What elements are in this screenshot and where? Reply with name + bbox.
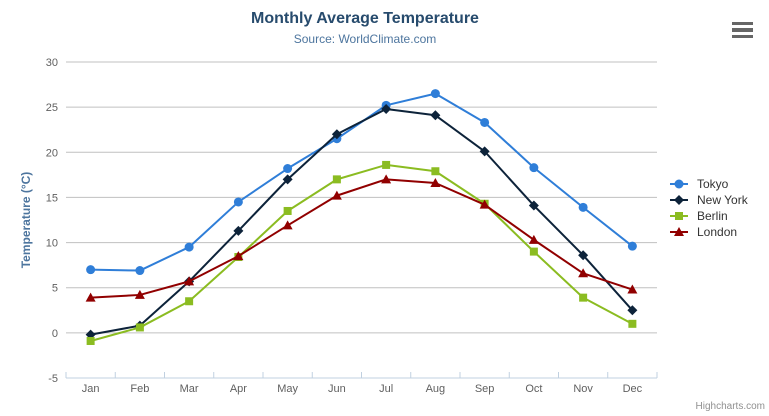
y-axis-label: 0: [52, 328, 58, 340]
point-london[interactable]: [578, 268, 589, 278]
x-axis-label: Jun: [328, 383, 346, 395]
point-tokyo[interactable]: [578, 202, 588, 212]
y-axis-title: Temperature (°C): [19, 172, 33, 269]
point-tokyo[interactable]: [86, 265, 96, 275]
legend-item-london[interactable]: London: [670, 224, 748, 239]
x-axis-label: Apr: [230, 383, 247, 395]
point-tokyo[interactable]: [283, 164, 293, 174]
point-tokyo[interactable]: [184, 242, 194, 252]
highcharts-credit[interactable]: Highcharts.com: [695, 401, 765, 412]
chart-subtitle: Source: WorldClimate.com: [293, 32, 437, 46]
point-tokyo[interactable]: [233, 197, 243, 207]
point-berlin[interactable]: [529, 247, 538, 256]
x-axis-label: May: [277, 383, 298, 395]
diamond-marker-icon: [670, 194, 688, 205]
x-axis-label: Sep: [475, 383, 495, 395]
y-axis-label: 25: [46, 102, 58, 114]
point-berlin[interactable]: [382, 160, 391, 169]
point-berlin[interactable]: [135, 323, 144, 332]
legend-label: Berlin: [697, 208, 728, 223]
point-new-york[interactable]: [578, 250, 589, 261]
point-tokyo[interactable]: [430, 89, 440, 99]
x-axis-label: Oct: [525, 383, 542, 395]
point-tokyo[interactable]: [480, 117, 490, 127]
x-axis-label: Mar: [180, 383, 199, 395]
legend-label: Tokyo: [697, 176, 729, 191]
y-axis-label: 20: [46, 147, 58, 159]
point-berlin[interactable]: [185, 297, 194, 306]
point-london[interactable]: [184, 276, 195, 286]
triangle-marker-icon: [670, 226, 688, 236]
legend-marker: [674, 179, 684, 188]
legend-label: London: [697, 224, 738, 239]
circle-marker-icon: [670, 179, 688, 188]
x-axis-label: Jul: [379, 383, 393, 395]
point-berlin[interactable]: [431, 167, 440, 176]
point-london[interactable]: [479, 199, 490, 209]
point-new-york[interactable]: [528, 200, 539, 211]
series-line-berlin: [89, 163, 634, 342]
legend-marker: [674, 226, 684, 236]
point-new-york[interactable]: [479, 146, 490, 157]
point-new-york[interactable]: [430, 110, 441, 121]
legend-item-tokyo[interactable]: Tokyo: [670, 176, 748, 191]
legend: Tokyo New York Berlin London: [670, 176, 748, 239]
point-new-york[interactable]: [233, 225, 244, 236]
x-axis-label: Nov: [573, 383, 593, 395]
menu-bar: [732, 28, 753, 32]
point-new-york[interactable]: [282, 174, 293, 185]
x-axis-label: Feb: [130, 383, 149, 395]
hamburger-icon[interactable]: [730, 19, 756, 41]
point-london[interactable]: [627, 284, 638, 294]
point-new-york[interactable]: [627, 305, 638, 316]
point-berlin[interactable]: [283, 206, 292, 215]
y-axis-label: 5: [52, 283, 58, 295]
legend-item-berlin[interactable]: Berlin: [670, 208, 748, 223]
point-london[interactable]: [430, 177, 441, 187]
point-new-york[interactable]: [381, 103, 392, 114]
y-axis-label: 15: [46, 192, 58, 204]
series-line-london: [89, 178, 634, 299]
point-london[interactable]: [331, 190, 342, 200]
legend-marker: [675, 211, 683, 220]
legend-label: New York: [697, 192, 748, 207]
legend-marker: [674, 194, 684, 205]
point-london[interactable]: [233, 251, 244, 261]
series-line-new-york: [89, 107, 634, 336]
point-tokyo[interactable]: [135, 266, 145, 276]
point-tokyo[interactable]: [627, 241, 637, 251]
series-line-tokyo: [89, 92, 634, 272]
point-berlin[interactable]: [628, 319, 637, 328]
menu-bar: [732, 21, 753, 26]
x-axis-label: Jan: [82, 383, 100, 395]
point-london[interactable]: [282, 220, 293, 230]
point-tokyo[interactable]: [529, 163, 539, 173]
y-axis-label: 10: [46, 238, 58, 250]
point-london[interactable]: [528, 234, 539, 244]
point-new-york[interactable]: [331, 129, 342, 140]
point-london[interactable]: [381, 174, 392, 184]
point-berlin[interactable]: [86, 336, 95, 345]
menu-bar: [732, 34, 753, 39]
y-axis-label: 30: [46, 57, 58, 69]
legend-item-new-york[interactable]: New York: [670, 192, 748, 207]
x-axis-label: Dec: [623, 383, 643, 395]
chart-title: Monthly Average Temperature: [251, 10, 479, 27]
point-berlin[interactable]: [579, 293, 588, 302]
point-london[interactable]: [85, 292, 96, 302]
point-london[interactable]: [134, 289, 145, 299]
square-marker-icon: [670, 211, 688, 220]
x-axis-label: Aug: [426, 383, 446, 395]
y-axis-label: -5: [48, 373, 58, 385]
point-berlin[interactable]: [332, 175, 341, 184]
